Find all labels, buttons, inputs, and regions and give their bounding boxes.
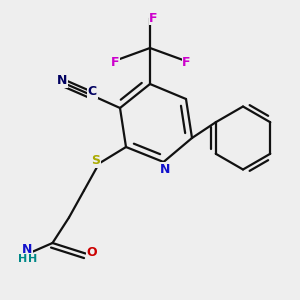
Text: H: H: [28, 254, 38, 264]
Text: F: F: [149, 11, 158, 25]
Text: C: C: [88, 85, 97, 98]
Text: F: F: [111, 56, 120, 70]
Text: O: O: [87, 245, 98, 259]
Text: S: S: [92, 154, 100, 167]
Text: F: F: [182, 56, 191, 70]
Text: N: N: [57, 74, 67, 87]
Text: N: N: [22, 243, 32, 256]
Text: N: N: [160, 163, 170, 176]
Text: H: H: [18, 254, 27, 264]
